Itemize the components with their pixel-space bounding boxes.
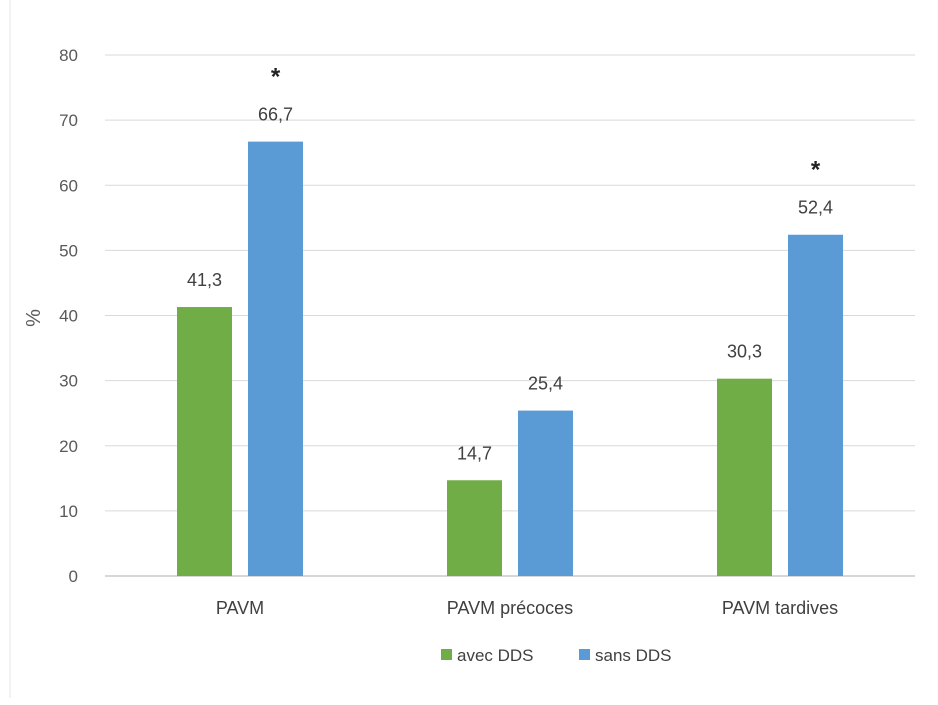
legend-label: avec DDS — [457, 646, 534, 665]
y-tick-label: 60 — [59, 176, 78, 195]
legend-swatch — [441, 649, 452, 660]
y-tick-labels: 0 10 20 30 40 50 60 70 80 — [59, 46, 78, 586]
x-category-label: PAVM précoces — [447, 598, 573, 618]
bar — [788, 234, 843, 576]
data-label: 30,3 — [727, 342, 762, 362]
legend-swatch — [579, 649, 590, 660]
bar — [177, 307, 232, 576]
data-label: 66,7 — [258, 105, 293, 125]
y-tick-label: 40 — [59, 307, 78, 326]
data-label: 41,3 — [187, 270, 222, 290]
legend: avec DDS sans DDS — [441, 646, 672, 665]
bar — [518, 410, 573, 576]
gridlines — [105, 54, 915, 577]
y-tick-label: 80 — [59, 46, 78, 65]
legend-label: sans DDS — [595, 646, 672, 665]
data-labels: 41,3 66,7 14,7 25,4 30,3 52,4 — [187, 105, 833, 464]
data-label: 25,4 — [528, 374, 563, 394]
x-category-label: PAVM tardives — [722, 598, 838, 618]
bar — [717, 378, 772, 576]
y-axis-label: % — [23, 309, 45, 327]
y-tick-label: 0 — [69, 567, 78, 586]
data-label: 14,7 — [457, 443, 492, 463]
y-tick-label: 30 — [59, 372, 78, 391]
significance-marker: * — [811, 157, 821, 184]
bar — [248, 141, 303, 576]
data-label: 52,4 — [798, 198, 833, 218]
x-category-label: PAVM — [216, 598, 264, 618]
y-tick-label: 70 — [59, 111, 78, 130]
bars — [177, 141, 843, 576]
y-tick-label: 50 — [59, 241, 78, 260]
significance-marker: * — [271, 64, 281, 91]
y-tick-label: 20 — [59, 437, 78, 456]
bar — [447, 480, 502, 576]
annotations: ** — [271, 64, 821, 184]
y-tick-label: 10 — [59, 502, 78, 521]
x-category-labels: PAVM PAVM précoces PAVM tardives — [216, 598, 838, 618]
